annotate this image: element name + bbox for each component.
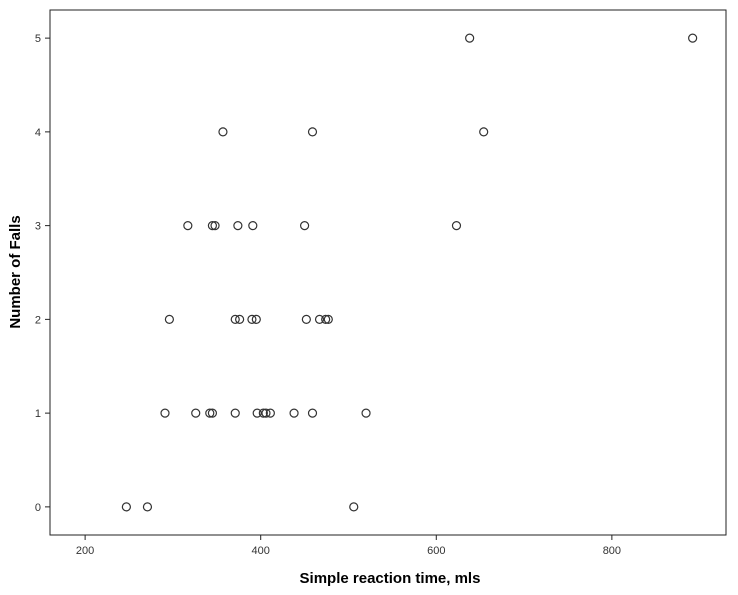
- scatter-point: [349, 502, 359, 512]
- scatter-point: [261, 408, 271, 418]
- scatter-point: [252, 408, 262, 418]
- x-tick-label: 800: [603, 545, 621, 557]
- scatter-point: [688, 33, 698, 43]
- scatter-point: [265, 408, 275, 418]
- scatter-point: [361, 408, 371, 418]
- scatter-point: [251, 314, 261, 324]
- scatter-point: [248, 221, 258, 231]
- scatter-point: [142, 502, 153, 512]
- scatter-point: [230, 314, 240, 324]
- x-tick-label: 200: [76, 545, 94, 557]
- scatter-point: [323, 314, 333, 324]
- x-axis-ticks: 200 400 600 800: [76, 535, 621, 557]
- scatter-point: [314, 314, 325, 324]
- scatter-point: [121, 502, 131, 512]
- scatter-point: [164, 314, 174, 324]
- y-tick-label: 4: [35, 127, 41, 139]
- plot-frame: [49, 9, 727, 536]
- scatter-point: [183, 221, 193, 231]
- y-axis-title: Number of Falls: [7, 215, 24, 328]
- scatter-point: [233, 221, 243, 231]
- scatter-point: [301, 314, 311, 324]
- y-tick-label: 3: [35, 221, 41, 233]
- x-axis-title: Simple reaction time, mls: [300, 570, 481, 587]
- scatter-point: [451, 221, 462, 231]
- scatter-point: [299, 221, 310, 231]
- data-points: [121, 33, 698, 512]
- scatter-point: [230, 408, 240, 418]
- scatter-point: [258, 408, 268, 418]
- y-tick-label: 0: [35, 502, 41, 514]
- scatter-point: [289, 408, 299, 418]
- scatter-point: [307, 408, 318, 418]
- scatter-point: [210, 221, 220, 231]
- scatter-point: [465, 33, 475, 43]
- y-axis-ticks: 0 1 2 3 4 5: [35, 33, 50, 514]
- y-tick-label: 5: [35, 33, 41, 45]
- scatter-point: [191, 408, 201, 418]
- scatter-point: [235, 314, 245, 324]
- scatter-point: [479, 127, 489, 137]
- scatter-point: [160, 408, 170, 418]
- scatter-point: [207, 408, 218, 418]
- scatter-point: [207, 221, 218, 231]
- scatter-point: [247, 314, 257, 324]
- scatter-point: [218, 127, 228, 137]
- x-tick-label: 400: [252, 545, 270, 557]
- scatter-point: [307, 127, 318, 137]
- x-tick-label: 600: [427, 545, 445, 557]
- y-tick-label: 1: [35, 408, 41, 420]
- scatter-point: [321, 314, 331, 324]
- y-tick-label: 2: [35, 314, 41, 326]
- scatter-point: [205, 408, 215, 418]
